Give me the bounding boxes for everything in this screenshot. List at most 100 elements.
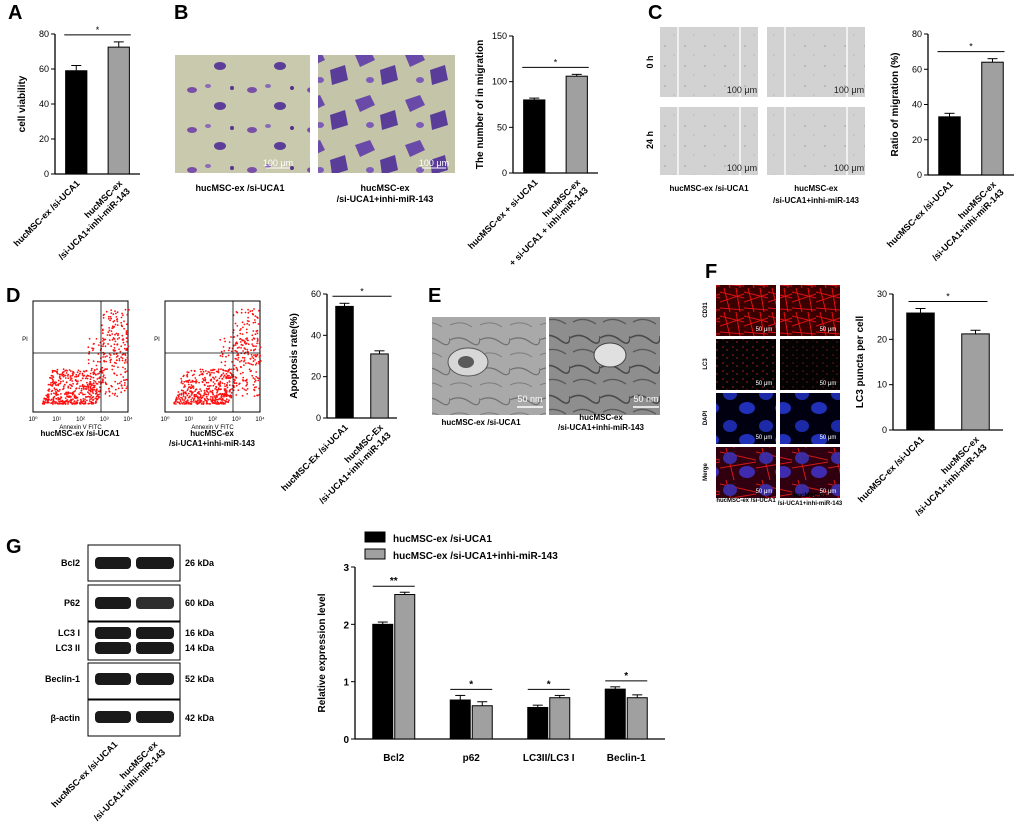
panel-d-event [200,390,203,392]
panel-c-category-label-0-line: hucMSC-ex /si-UCA1 [885,179,955,249]
panel-d-event [125,333,128,336]
panel-d-event [65,381,68,384]
panel-d-event [226,390,228,392]
panel-d-event [233,378,236,381]
panel-d-event [72,382,74,385]
panel-a-ylabel: cell viability [17,75,28,132]
panel-d-event [62,387,65,390]
panel-d-event [202,379,205,382]
panel-d-event [217,387,220,390]
panel-f-lc3-puncta-2 [780,339,840,390]
panel-b-image-label-1-line: hucMSC-ex /si-UCA1 [195,183,284,193]
panel-b-image-label-2: hucMSC-ex/si-UCA1+inhi-miR-143 [337,183,434,204]
panel-d-event [196,403,199,405]
panel-d-event [193,373,195,376]
panel-d-event [112,320,115,323]
panel-d-event [47,400,49,403]
panel-d-event [179,400,182,403]
panel-d-event [82,398,85,400]
panel-d-event [242,326,244,329]
panel-d-event [89,372,92,375]
panel-d-event [246,381,249,384]
panel-d-event [245,337,248,340]
panel-d-event [250,349,252,352]
panel-d-event [69,375,72,377]
panel-d-event [235,377,238,379]
panel-d-event [115,362,117,365]
panel-b-scale-1: 100 μm [263,158,293,168]
panel-d-event [216,391,218,394]
panel-d-event [58,373,61,376]
panel-d-event [123,362,126,364]
panel-f-image-label-1: hucMSC-ex /si-UCA1 [716,498,776,504]
panel-d-event [247,362,250,364]
panel-d-event [76,371,79,374]
panel-d-event [215,370,218,373]
panel-d-event [118,357,121,360]
panel-d-event [102,353,105,356]
panel-d-event [87,395,90,398]
panel-d-event [223,374,226,377]
panel-d-event [193,395,196,398]
panel-d-event [75,373,78,376]
panel-d-event [85,385,88,388]
panel-a-ytick-label: 20 [39,134,49,144]
panel-d-event [107,343,109,345]
panel-d-event [82,393,85,396]
panel-d-event [236,368,239,371]
panel-d-event [121,334,124,337]
panel-d-event [126,385,129,388]
panel-d-flow-plot-2: 10⁰ 10¹ 10² 10³ 10⁴ Annexin V FITC PI [154,300,265,431]
panel-d-event [228,347,231,350]
panel-d-event [236,334,239,337]
panel-f-category-label-0: hucMSC-ex /si-UCA1 [856,434,926,504]
panel-d-event [255,345,257,348]
panel-d-event [75,401,78,404]
panel-d-event [89,385,92,388]
panel-d-event [71,374,74,377]
panel-d-event [209,398,212,401]
panel-d-event [52,383,54,385]
panel-d-event [177,401,179,404]
panel-d-event [70,370,72,372]
panel-d-event [180,381,183,384]
panel-d-event [124,382,126,384]
panel-g-bar-3-1 [626,697,648,740]
panel-d-event [81,392,83,394]
panel-b-bar-1 [565,75,588,174]
panel-d-event [194,388,197,391]
panel-d-tick-2: 10⁰ [160,416,170,423]
panel-g-band-lane2 [136,711,174,723]
panel-d-event [62,373,65,376]
panel-d-event [246,348,249,351]
panel-d-event [206,372,208,375]
panel-a-ytick-label: 80 [39,29,49,39]
panel-d-event [117,334,119,337]
panel-c-scale-1: 100 μm [727,85,757,95]
panel-a-bar-0 [65,70,88,175]
panel-d-event [50,398,53,401]
panel-d-event [64,393,66,396]
panel-d-event [108,339,111,341]
panel-d-event [103,338,106,341]
panel-d-event [85,388,88,390]
panel-d-event [101,370,104,372]
panel-d-event [255,386,257,388]
panel-d-event [214,388,217,390]
panel-d-event [247,316,250,319]
panel-d-event [123,327,125,330]
panel-d-event [230,374,233,376]
panel-d-event [87,362,90,365]
panel-d-event [95,398,98,401]
panel-d-event [116,338,119,340]
panel-d-event [230,336,232,338]
panel-d-event [63,383,66,386]
panel-d-event [200,403,203,405]
panel-d-event [43,401,45,403]
panel-d-event [223,395,225,398]
panel-d-event [240,343,243,346]
panel-d-ylabel: Apoptosis rate(%) [289,313,300,399]
panel-d-event [201,368,204,371]
panel-d-event [81,374,84,376]
